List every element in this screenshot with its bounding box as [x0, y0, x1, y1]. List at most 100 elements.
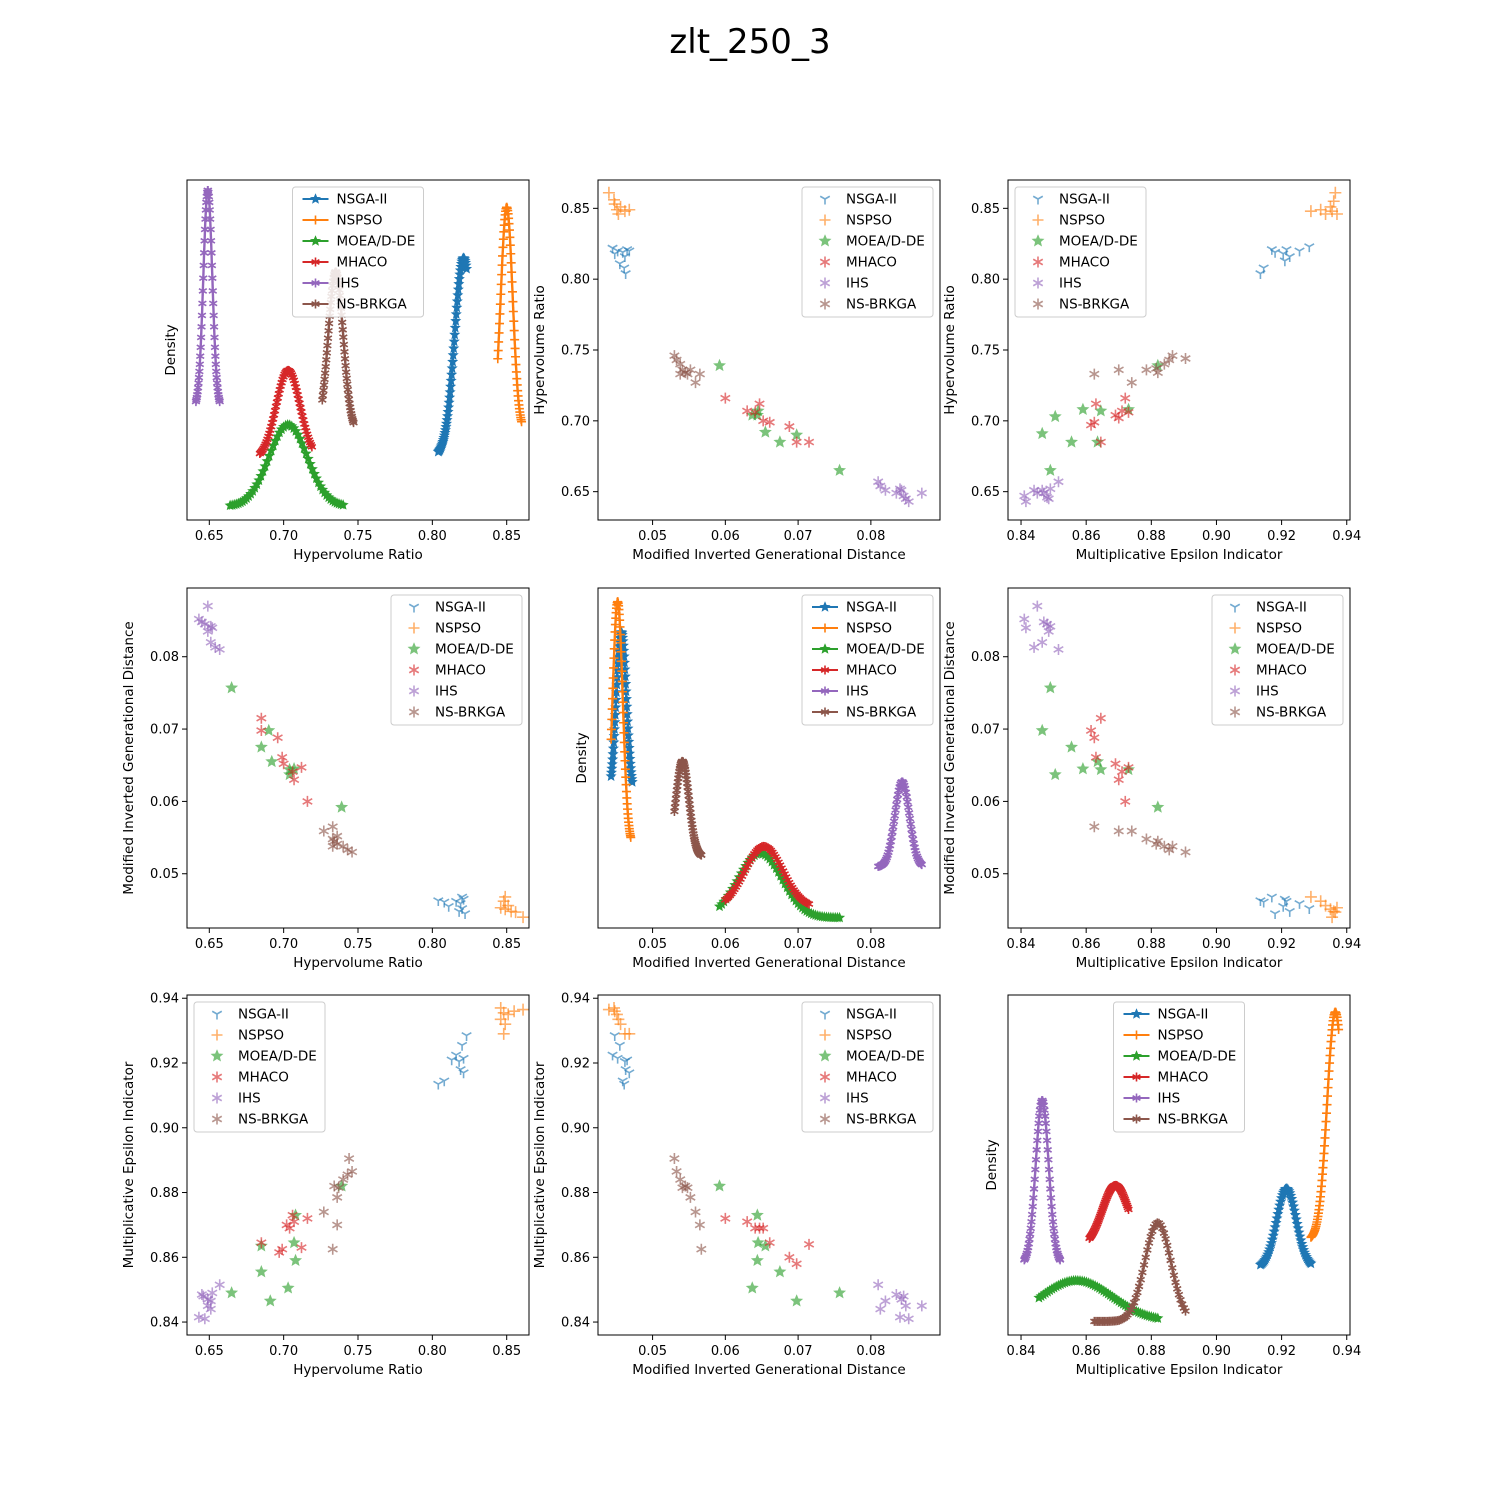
point — [609, 1032, 620, 1041]
point — [332, 1219, 343, 1231]
point — [214, 643, 225, 655]
density-marker — [495, 309, 505, 319]
point — [612, 208, 625, 220]
density-marker — [197, 322, 206, 332]
legend-box — [801, 1001, 934, 1133]
legend-label: NSGA-II — [846, 600, 897, 616]
point — [296, 761, 307, 773]
legend-label: NSGA-II — [337, 192, 388, 208]
density-marker — [1152, 1312, 1164, 1324]
axes-frame — [597, 994, 941, 1336]
point — [750, 1208, 764, 1221]
point — [690, 1206, 701, 1218]
legend-label: MHACO — [1256, 663, 1307, 679]
point — [671, 1165, 682, 1177]
x-tick-label: 0.08 — [856, 1344, 885, 1359]
density-marker — [1042, 1135, 1052, 1145]
series-moea-d-de — [225, 1179, 349, 1307]
point — [1330, 901, 1343, 914]
point — [214, 1279, 225, 1291]
legend-marker — [1132, 1093, 1141, 1103]
series-moea-d-de — [224, 419, 349, 511]
point — [327, 1243, 338, 1255]
point — [614, 1018, 627, 1031]
density-marker — [1321, 1125, 1331, 1135]
x-tick-label: 0.84 — [1007, 529, 1036, 544]
legend-marker — [819, 195, 831, 205]
x-tick-label: 0.92 — [1267, 1344, 1296, 1359]
density-marker — [1146, 1232, 1155, 1242]
subplot-2-1: 0.05 0.06 0.07 0.08 0.84 0.86 0.88 0.90 0.92 0.94… — [532, 992, 941, 1378]
legend-marker — [210, 1049, 224, 1062]
point — [1126, 377, 1137, 389]
x-tick-label: 0.07 — [784, 937, 813, 952]
x-tick-label: 0.85 — [492, 529, 521, 544]
y-tick-label: 0.07 — [150, 723, 179, 738]
point — [758, 425, 772, 438]
point — [624, 1069, 635, 1079]
density-marker — [494, 337, 504, 347]
density-marker — [619, 728, 629, 738]
point — [296, 1242, 307, 1254]
y-tick-label: 0.08 — [971, 650, 1000, 665]
subplot-0-1: 0.05 0.06 0.07 0.08 0.65 0.70 0.75 0.80 0.85 Modi… — [532, 179, 941, 563]
legend-entry-moea-d-de: MOEA/D-DE — [302, 234, 415, 250]
density-marker — [205, 197, 214, 207]
legend-entry-ihs: IHS — [819, 276, 869, 292]
point — [318, 1206, 329, 1218]
point — [1284, 907, 1295, 917]
legend-entry-ihs: IHS — [408, 684, 458, 700]
legend-label: NSGA-II — [1158, 1007, 1209, 1023]
point — [1043, 681, 1057, 694]
legend-marker — [819, 1029, 831, 1041]
density-marker — [609, 644, 619, 654]
density-marker — [697, 850, 706, 860]
legend-entry-nsga-ii: NSGA-II — [819, 192, 897, 208]
y-tick-label: 0.85 — [561, 202, 590, 217]
density-marker — [263, 450, 275, 461]
point — [602, 1003, 615, 1016]
point — [302, 795, 313, 807]
y-tick-label: 0.80 — [561, 273, 590, 288]
point — [207, 622, 218, 634]
density-marker — [493, 354, 503, 364]
density-marker — [196, 342, 205, 352]
point — [288, 1216, 300, 1228]
density-marker — [337, 499, 349, 510]
series-moea-d-de — [713, 1179, 847, 1307]
density-marker — [607, 742, 619, 754]
point — [1076, 402, 1090, 416]
density-marker — [257, 465, 269, 477]
density-marker — [210, 332, 219, 342]
point — [1319, 208, 1332, 220]
density-marker — [195, 351, 205, 361]
point — [272, 732, 283, 744]
point — [1329, 186, 1342, 199]
legend-marker — [819, 601, 831, 612]
point — [343, 1153, 355, 1165]
x-tick-label: 0.75 — [344, 529, 373, 544]
legend-marker — [1032, 256, 1044, 268]
legend-marker — [1032, 298, 1044, 310]
point — [199, 1313, 211, 1325]
density-marker — [1131, 1293, 1141, 1303]
density-marker — [618, 697, 628, 707]
legend-label: NS-BRKGA — [337, 297, 408, 313]
legend-entry-moea-d-de: MOEA/D-DE — [812, 642, 925, 658]
point — [900, 1300, 911, 1312]
density-marker — [261, 455, 273, 466]
point — [898, 1290, 909, 1302]
series-nsga-ii — [433, 893, 471, 920]
density-marker — [1325, 1058, 1335, 1068]
density-marker — [1133, 1287, 1142, 1297]
y-tick-label: 0.84 — [561, 1316, 590, 1331]
point — [623, 1027, 636, 1040]
axes-frame — [597, 587, 941, 929]
point — [916, 1300, 927, 1312]
point — [1159, 358, 1170, 370]
point — [1258, 898, 1269, 908]
point — [610, 1008, 623, 1021]
point — [1065, 740, 1078, 753]
series-mhaco — [256, 1209, 313, 1258]
point — [1053, 643, 1064, 655]
